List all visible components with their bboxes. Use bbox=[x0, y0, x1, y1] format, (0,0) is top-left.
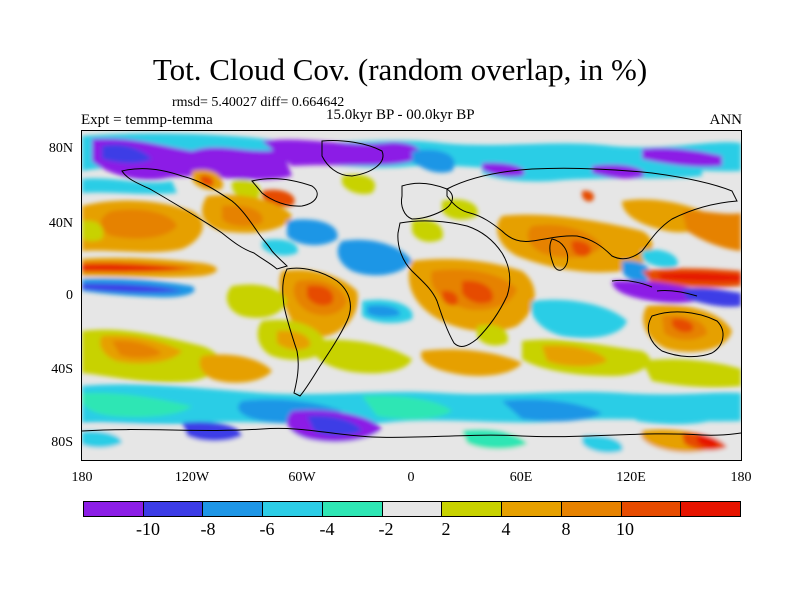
lat-label-eq: 0 bbox=[66, 288, 73, 303]
colorbar-label: 10 bbox=[616, 519, 634, 539]
colorbar-label: -6 bbox=[259, 519, 275, 539]
lat-label-40n: 40N bbox=[48, 216, 73, 231]
lon-label-180w: 180 bbox=[71, 470, 93, 485]
colorbar-swatch bbox=[263, 502, 323, 516]
season-label: ANN bbox=[709, 112, 743, 128]
colorbar-swatch bbox=[382, 502, 443, 516]
cloud-anomaly-map bbox=[82, 131, 741, 460]
lon-label-60e: 60E bbox=[509, 470, 533, 485]
lon-label-180e: 180 bbox=[730, 470, 752, 485]
colorbar-label: -10 bbox=[136, 519, 160, 539]
colorbar-swatch bbox=[681, 502, 741, 516]
experiment-label: Expt = temmp-temma bbox=[81, 112, 213, 128]
anomaly-field bbox=[82, 133, 741, 460]
lon-label-60w: 60W bbox=[288, 470, 316, 485]
lon-label-120w: 120W bbox=[174, 470, 210, 485]
lon-label-0: 0 bbox=[407, 470, 415, 485]
lon-label-120e: 120E bbox=[616, 470, 646, 485]
colorbar-swatch bbox=[143, 502, 204, 516]
colorbar-swatch bbox=[84, 502, 144, 516]
colorbar-swatch bbox=[203, 502, 264, 516]
colorbar bbox=[84, 502, 741, 516]
colorbar-swatch bbox=[442, 502, 503, 516]
colorbar-swatch bbox=[502, 502, 562, 516]
map-canvas bbox=[82, 133, 741, 460]
lat-label-40s: 40S bbox=[51, 362, 73, 377]
stats-text: rmsd= 5.40027 diff= 0.664642 bbox=[172, 95, 345, 110]
colorbar-label: -2 bbox=[378, 519, 394, 539]
lat-label-80s: 80S bbox=[51, 435, 73, 450]
colorbar-swatch bbox=[561, 502, 622, 516]
colorbar-label: -8 bbox=[200, 519, 216, 539]
colorbar-label: 2 bbox=[441, 519, 451, 539]
colorbar-label: 4 bbox=[501, 519, 511, 539]
colorbar-label: 8 bbox=[561, 519, 571, 539]
colorbar-swatch bbox=[322, 502, 383, 516]
coastlines bbox=[82, 140, 741, 438]
plot-title: Tot. Cloud Cov. (random overlap, in %) bbox=[152, 52, 648, 87]
lat-label-80n: 80N bbox=[48, 141, 73, 156]
period-text: 15.0kyr BP - 00.0kyr BP bbox=[326, 107, 475, 123]
colorbar-label: -4 bbox=[319, 519, 335, 539]
colorbar-swatch bbox=[621, 502, 682, 516]
